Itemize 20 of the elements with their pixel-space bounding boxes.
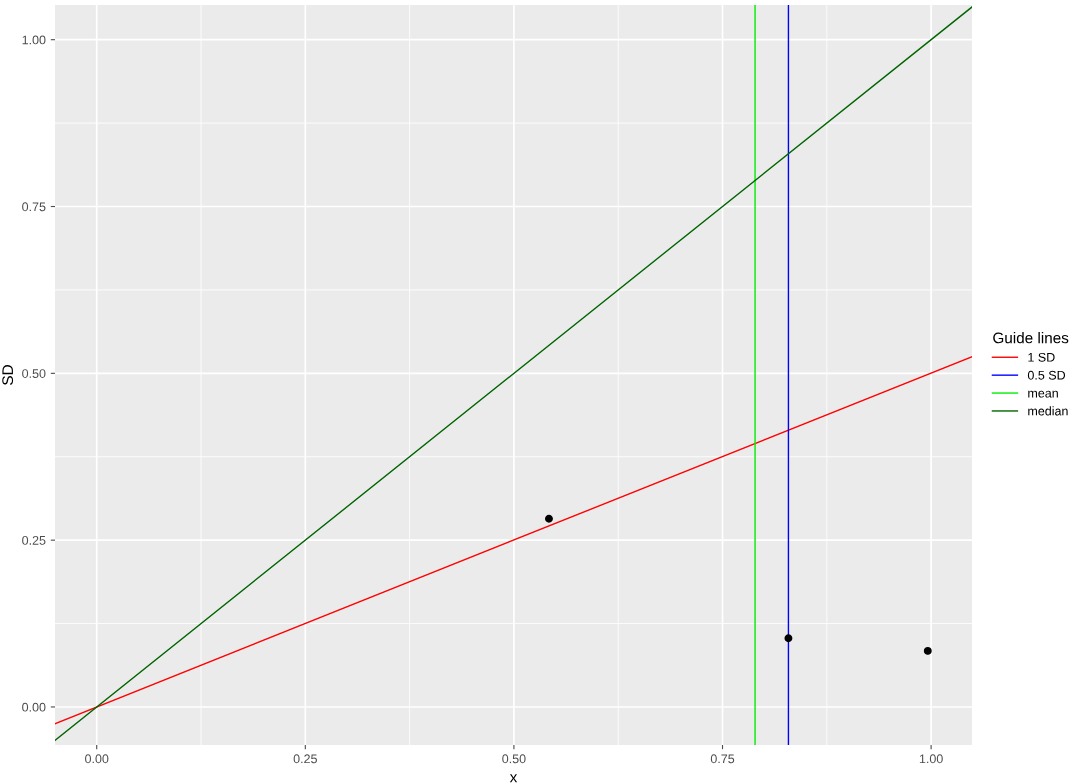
point	[545, 514, 553, 523]
x-tick-label: 1.00	[919, 754, 943, 764]
point	[784, 634, 793, 643]
legend-label: 1 SD	[1028, 352, 1055, 362]
point	[923, 646, 932, 655]
x-tick-label: 0.75	[710, 754, 735, 764]
legend-label: 0.5 SD	[1027, 370, 1066, 380]
y-tick-label: 1.00	[22, 35, 46, 45]
x-tick-label: 0.50	[502, 754, 526, 764]
y-tick-label: 0.50	[22, 369, 46, 378]
x-axis-title: x	[509, 774, 518, 783]
y-tick-label: 0.75	[22, 202, 46, 212]
legend-label: median	[1028, 406, 1068, 416]
y-axis-title: SD	[2, 365, 14, 385]
y-tick-label: 0.00	[22, 702, 46, 712]
legend-label: mean	[1028, 390, 1058, 398]
x-tick-label: 0.00	[85, 754, 109, 764]
y-tick-label: 0.25	[22, 535, 46, 545]
legend-title: Guide lines	[993, 332, 1069, 344]
x-tick-label: 0.25	[293, 754, 317, 764]
